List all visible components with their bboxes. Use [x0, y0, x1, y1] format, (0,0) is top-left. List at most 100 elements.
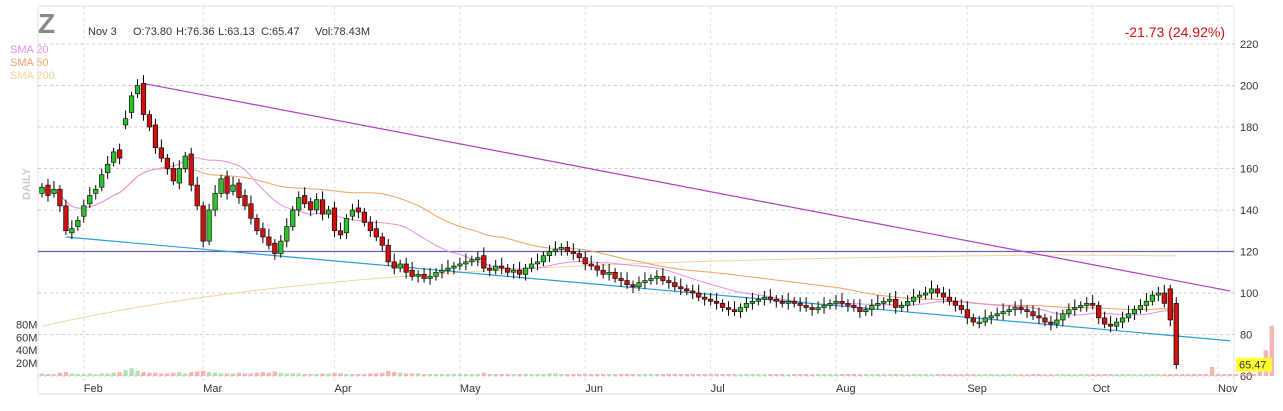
volume-bar: [1030, 374, 1036, 376]
candle-body: [325, 209, 332, 215]
candle-body: [81, 205, 87, 217]
candle-body: [1018, 307, 1024, 310]
volume-bar: [111, 372, 116, 376]
candle-body: [976, 321, 982, 324]
candle-body: [922, 292, 929, 296]
volume-bar: [1084, 374, 1089, 376]
candle-body: [1143, 300, 1150, 306]
candle-body: [863, 309, 869, 312]
volume-bar: [1186, 374, 1191, 376]
volume-bar: [1108, 374, 1113, 376]
volume-bar: [51, 374, 57, 376]
volume-bar: [606, 374, 612, 376]
volume-bar: [1072, 374, 1077, 376]
candle-body: [236, 182, 242, 198]
volume-bar: [780, 374, 785, 376]
candle-body: [1030, 311, 1036, 317]
volume-bar: [141, 372, 146, 376]
volume-bar: [1024, 374, 1030, 376]
legend-sma200: SMA 200: [10, 70, 55, 82]
volume-bar: [708, 374, 713, 376]
candle-body: [618, 278, 624, 281]
volume-bar: [469, 374, 475, 376]
volume-bar: [374, 373, 379, 376]
candle-body: [511, 269, 517, 273]
candle-body: [534, 261, 541, 265]
volume-bar: [917, 374, 922, 376]
volume-bar: [941, 374, 946, 376]
month-label: Mar: [203, 383, 222, 395]
candle-body: [725, 307, 732, 310]
volume-bar: [738, 374, 743, 376]
volume-bar: [1191, 374, 1197, 376]
volume-bar: [690, 374, 695, 376]
candle-body: [451, 265, 457, 269]
volume-bar: [971, 374, 976, 376]
candle-body: [170, 168, 176, 182]
volume-bar: [959, 374, 964, 376]
candle-body: [660, 276, 666, 281]
candle-body: [1072, 307, 1078, 310]
candle-body: [767, 296, 773, 300]
volume-bar: [839, 374, 845, 376]
candle-body: [415, 274, 421, 277]
volume-bar: [481, 372, 486, 376]
candle-body: [248, 203, 254, 219]
volume-bar: [123, 370, 128, 376]
volume-bar: [302, 374, 307, 376]
candle-body: [319, 199, 326, 215]
last-price-badge: [1236, 357, 1272, 372]
candle-body: [308, 201, 314, 211]
candle-body: [433, 271, 439, 277]
candle-body: [296, 197, 302, 211]
volume-bar: [875, 374, 880, 376]
volume-bar: [314, 374, 319, 376]
candle-body: [1048, 321, 1054, 325]
candle-body: [839, 300, 845, 304]
candle-body: [242, 195, 248, 207]
volume-bar: [618, 374, 624, 376]
volume-bar: [983, 374, 988, 376]
candle-body: [1000, 311, 1006, 315]
candle-body: [188, 153, 194, 186]
price-tick-label: 140: [1240, 205, 1258, 217]
candle-body: [797, 303, 803, 306]
volume-bar: [1239, 374, 1245, 376]
bar-close: C:65.47: [261, 26, 300, 38]
volume-bar: [786, 374, 791, 376]
candle-body: [421, 274, 427, 279]
candle-body: [940, 292, 947, 298]
volume-bar: [535, 374, 540, 376]
trend-line-lower: [65, 236, 1231, 342]
volume-bar: [1036, 374, 1042, 376]
candle-body: [1066, 309, 1072, 315]
candle-body: [702, 296, 708, 300]
volume-bar: [612, 374, 618, 376]
volume-bar: [989, 374, 994, 376]
volume-bar: [386, 370, 391, 376]
candle-body: [146, 114, 153, 128]
candle-body: [558, 247, 564, 250]
volume-bar: [1054, 374, 1060, 376]
volume-bar: [666, 374, 672, 376]
volume-bar: [350, 374, 355, 376]
candle-body: [827, 303, 833, 306]
candle-body: [355, 207, 362, 213]
candle-body: [654, 276, 660, 279]
volume-bar: [105, 373, 110, 376]
volume-bar: [1120, 374, 1125, 376]
volume-bar: [565, 374, 570, 376]
volume-bar: [69, 373, 75, 376]
candle-body: [1125, 313, 1132, 319]
volume-bar: [899, 374, 904, 376]
volume-bar: [696, 374, 701, 376]
volume-bar: [821, 374, 827, 376]
volume-bar: [499, 374, 504, 376]
volume-bar: [445, 374, 451, 376]
volume-bar: [1066, 374, 1072, 376]
volume-bar: [672, 374, 678, 376]
candle-body: [815, 307, 821, 310]
volume-bar: [93, 374, 98, 376]
volume-bar: [1102, 374, 1107, 376]
